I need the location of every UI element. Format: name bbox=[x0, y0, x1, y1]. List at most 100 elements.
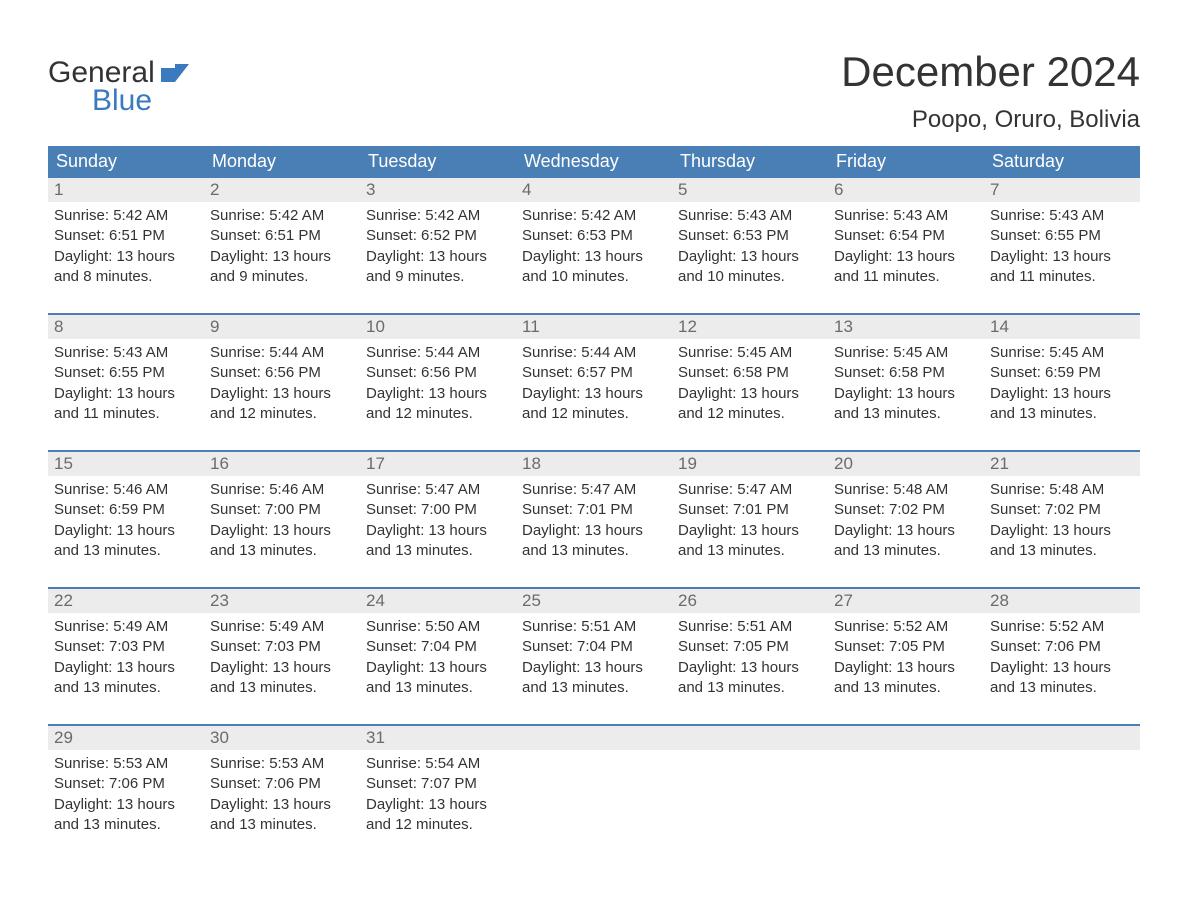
day-detail-cell: Sunrise: 5:44 AMSunset: 6:57 PMDaylight:… bbox=[516, 339, 672, 450]
day-detail-cell: Sunrise: 5:44 AMSunset: 6:56 PMDaylight:… bbox=[204, 339, 360, 450]
dl1-text: Daylight: 13 hours bbox=[834, 384, 978, 404]
sunrise-text: Sunrise: 5:45 AM bbox=[678, 343, 822, 363]
dl2-text: and 13 minutes. bbox=[210, 678, 354, 698]
day-number-cell: 12 bbox=[672, 315, 828, 339]
dl1-text: Daylight: 13 hours bbox=[210, 521, 354, 541]
day-detail-cell bbox=[984, 750, 1140, 845]
sunset-text: Sunset: 6:56 PM bbox=[210, 363, 354, 383]
day-number-cell: 8 bbox=[48, 315, 204, 339]
sunrise-text: Sunrise: 5:52 AM bbox=[834, 617, 978, 637]
day-number-cell: 21 bbox=[984, 452, 1140, 476]
dl1-text: Daylight: 13 hours bbox=[366, 658, 510, 678]
day-detail-row: Sunrise: 5:46 AMSunset: 6:59 PMDaylight:… bbox=[48, 476, 1140, 587]
day-number-row: 22232425262728 bbox=[48, 589, 1140, 613]
day-number-cell: 14 bbox=[984, 315, 1140, 339]
day-number-cell: 31 bbox=[360, 726, 516, 750]
dl1-text: Daylight: 13 hours bbox=[210, 247, 354, 267]
dl2-text: and 13 minutes. bbox=[834, 541, 978, 561]
dl1-text: Daylight: 13 hours bbox=[366, 384, 510, 404]
dl1-text: Daylight: 13 hours bbox=[54, 658, 198, 678]
sunset-text: Sunset: 7:05 PM bbox=[834, 637, 978, 657]
dl2-text: and 12 minutes. bbox=[210, 404, 354, 424]
day-number-cell: 3 bbox=[360, 178, 516, 202]
dl2-text: and 11 minutes. bbox=[990, 267, 1134, 287]
day-number-row: 293031 bbox=[48, 726, 1140, 750]
sunrise-text: Sunrise: 5:45 AM bbox=[990, 343, 1134, 363]
day-detail-cell: Sunrise: 5:43 AMSunset: 6:53 PMDaylight:… bbox=[672, 202, 828, 313]
dl2-text: and 8 minutes. bbox=[54, 267, 198, 287]
day-number-cell: 6 bbox=[828, 178, 984, 202]
sunset-text: Sunset: 6:51 PM bbox=[210, 226, 354, 246]
sunrise-text: Sunrise: 5:47 AM bbox=[522, 480, 666, 500]
dl2-text: and 13 minutes. bbox=[678, 541, 822, 561]
day-detail-cell: Sunrise: 5:42 AMSunset: 6:52 PMDaylight:… bbox=[360, 202, 516, 313]
dl2-text: and 10 minutes. bbox=[678, 267, 822, 287]
day-detail-cell: Sunrise: 5:42 AMSunset: 6:51 PMDaylight:… bbox=[204, 202, 360, 313]
day-detail-cell: Sunrise: 5:51 AMSunset: 7:05 PMDaylight:… bbox=[672, 613, 828, 724]
day-number-cell: 20 bbox=[828, 452, 984, 476]
day-number-cell: 26 bbox=[672, 589, 828, 613]
dl1-text: Daylight: 13 hours bbox=[834, 247, 978, 267]
day-detail-cell: Sunrise: 5:49 AMSunset: 7:03 PMDaylight:… bbox=[204, 613, 360, 724]
dl2-text: and 13 minutes. bbox=[990, 404, 1134, 424]
day-detail-cell: Sunrise: 5:52 AMSunset: 7:06 PMDaylight:… bbox=[984, 613, 1140, 724]
day-detail-cell: Sunrise: 5:48 AMSunset: 7:02 PMDaylight:… bbox=[828, 476, 984, 587]
dl2-text: and 13 minutes. bbox=[990, 541, 1134, 561]
day-detail-cell: Sunrise: 5:45 AMSunset: 6:59 PMDaylight:… bbox=[984, 339, 1140, 450]
day-detail-row: Sunrise: 5:53 AMSunset: 7:06 PMDaylight:… bbox=[48, 750, 1140, 845]
sunrise-text: Sunrise: 5:43 AM bbox=[834, 206, 978, 226]
day-detail-cell: Sunrise: 5:42 AMSunset: 6:53 PMDaylight:… bbox=[516, 202, 672, 313]
sunset-text: Sunset: 7:07 PM bbox=[366, 774, 510, 794]
dl2-text: and 13 minutes. bbox=[834, 404, 978, 424]
location-subtitle: Poopo, Oruro, Bolivia bbox=[841, 106, 1140, 134]
dl1-text: Daylight: 13 hours bbox=[990, 247, 1134, 267]
sunrise-text: Sunrise: 5:43 AM bbox=[990, 206, 1134, 226]
dl1-text: Daylight: 13 hours bbox=[678, 521, 822, 541]
day-number-cell: 7 bbox=[984, 178, 1140, 202]
day-detail-cell: Sunrise: 5:45 AMSunset: 6:58 PMDaylight:… bbox=[828, 339, 984, 450]
day-detail-cell: Sunrise: 5:54 AMSunset: 7:07 PMDaylight:… bbox=[360, 750, 516, 845]
day-number-cell: 22 bbox=[48, 589, 204, 613]
logo-flag-icon bbox=[161, 64, 189, 86]
dl2-text: and 10 minutes. bbox=[522, 267, 666, 287]
sunrise-text: Sunrise: 5:43 AM bbox=[54, 343, 198, 363]
dl2-text: and 13 minutes. bbox=[54, 541, 198, 561]
day-detail-cell: Sunrise: 5:47 AMSunset: 7:01 PMDaylight:… bbox=[516, 476, 672, 587]
day-detail-cell: Sunrise: 5:46 AMSunset: 6:59 PMDaylight:… bbox=[48, 476, 204, 587]
sunrise-text: Sunrise: 5:44 AM bbox=[210, 343, 354, 363]
sunrise-text: Sunrise: 5:48 AM bbox=[834, 480, 978, 500]
day-number-row: 891011121314 bbox=[48, 315, 1140, 339]
dl2-text: and 13 minutes. bbox=[522, 678, 666, 698]
day-detail-cell bbox=[828, 750, 984, 845]
sunset-text: Sunset: 7:05 PM bbox=[678, 637, 822, 657]
day-number-cell: 1 bbox=[48, 178, 204, 202]
sunrise-text: Sunrise: 5:53 AM bbox=[54, 754, 198, 774]
dl1-text: Daylight: 13 hours bbox=[834, 521, 978, 541]
sunrise-text: Sunrise: 5:42 AM bbox=[522, 206, 666, 226]
sunset-text: Sunset: 7:06 PM bbox=[210, 774, 354, 794]
dl1-text: Daylight: 13 hours bbox=[522, 247, 666, 267]
day-detail-cell: Sunrise: 5:47 AMSunset: 7:01 PMDaylight:… bbox=[672, 476, 828, 587]
day-detail-cell: Sunrise: 5:49 AMSunset: 7:03 PMDaylight:… bbox=[48, 613, 204, 724]
sunset-text: Sunset: 7:02 PM bbox=[834, 500, 978, 520]
logo-text: General Blue bbox=[48, 58, 189, 116]
dl1-text: Daylight: 13 hours bbox=[522, 384, 666, 404]
sunrise-text: Sunrise: 5:47 AM bbox=[678, 480, 822, 500]
sunrise-text: Sunrise: 5:45 AM bbox=[834, 343, 978, 363]
day-number-cell: 13 bbox=[828, 315, 984, 339]
dl2-text: and 9 minutes. bbox=[366, 267, 510, 287]
sunset-text: Sunset: 6:55 PM bbox=[990, 226, 1134, 246]
day-detail-cell bbox=[516, 750, 672, 845]
sunrise-text: Sunrise: 5:42 AM bbox=[54, 206, 198, 226]
dl1-text: Daylight: 13 hours bbox=[990, 521, 1134, 541]
title-block: December 2024 Poopo, Oruro, Bolivia bbox=[841, 48, 1140, 134]
sunset-text: Sunset: 6:58 PM bbox=[834, 363, 978, 383]
day-number-cell: 10 bbox=[360, 315, 516, 339]
day-detail-cell: Sunrise: 5:53 AMSunset: 7:06 PMDaylight:… bbox=[204, 750, 360, 845]
day-detail-cell: Sunrise: 5:48 AMSunset: 7:02 PMDaylight:… bbox=[984, 476, 1140, 587]
dl2-text: and 11 minutes. bbox=[54, 404, 198, 424]
day-detail-cell: Sunrise: 5:50 AMSunset: 7:04 PMDaylight:… bbox=[360, 613, 516, 724]
day-number-cell bbox=[516, 726, 672, 750]
sunset-text: Sunset: 6:55 PM bbox=[54, 363, 198, 383]
sunrise-text: Sunrise: 5:49 AM bbox=[54, 617, 198, 637]
